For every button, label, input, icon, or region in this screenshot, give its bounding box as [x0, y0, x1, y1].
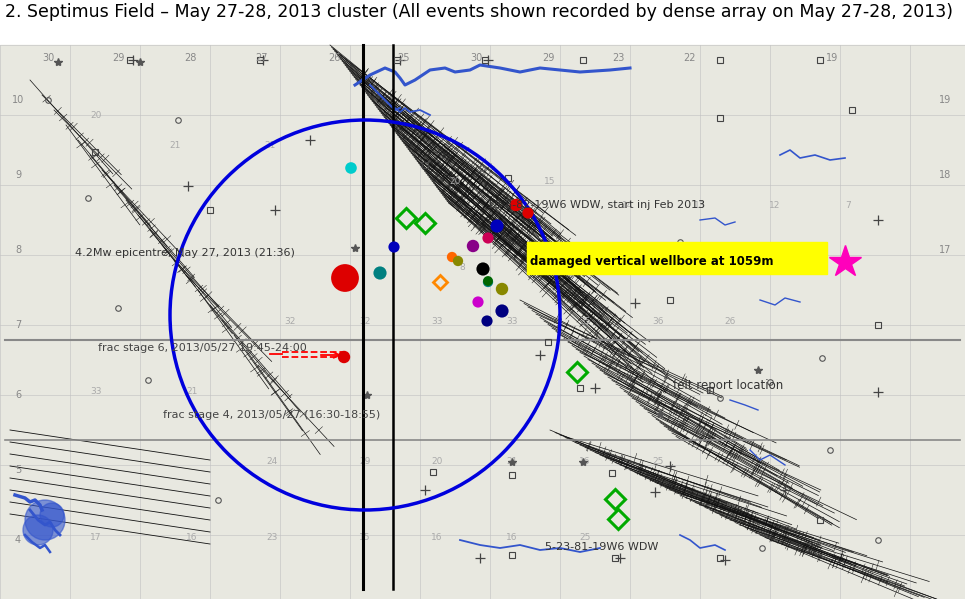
Text: 17: 17: [939, 245, 951, 255]
Circle shape: [23, 515, 53, 545]
Text: 12: 12: [769, 201, 781, 210]
Point: [509, 200, 524, 210]
Text: 11: 11: [537, 264, 548, 273]
Text: 19: 19: [826, 53, 839, 63]
Text: 16: 16: [186, 534, 198, 543]
Text: 21: 21: [264, 141, 276, 150]
Text: 15: 15: [359, 534, 371, 543]
Text: 26: 26: [328, 53, 341, 63]
Text: 9: 9: [14, 170, 21, 180]
Bar: [0, 0, 965, 45]
Point: [494, 306, 510, 316]
Text: damaged vertical wellbore at 1059m: damaged vertical wellbore at 1059m: [530, 256, 774, 268]
Point: [344, 163, 359, 173]
Text: 14: 14: [622, 201, 634, 210]
Text: 33: 33: [431, 317, 443, 326]
Text: 24: 24: [266, 458, 278, 467]
Text: 28: 28: [183, 53, 196, 63]
Text: 6: 6: [14, 390, 21, 400]
Point: [336, 352, 351, 362]
Text: 21: 21: [507, 458, 517, 467]
Point: [451, 256, 466, 266]
Text: 16: 16: [507, 534, 518, 543]
Text: 21: 21: [186, 388, 198, 397]
Point: [480, 316, 495, 326]
Text: 17: 17: [91, 534, 101, 543]
Text: 30: 30: [470, 53, 482, 63]
Text: frac stage 4, 2013/05/27 (16:30-18:55): frac stage 4, 2013/05/27 (16:30-18:55): [163, 410, 380, 420]
Point: [476, 264, 491, 274]
Text: 32: 32: [359, 317, 371, 326]
Text: 22: 22: [684, 53, 697, 63]
Circle shape: [40, 503, 64, 527]
Text: 4: 4: [14, 535, 21, 545]
Text: 29: 29: [541, 53, 554, 63]
Text: 20: 20: [431, 458, 443, 467]
Point: [489, 221, 505, 231]
Point: [481, 277, 496, 287]
Text: 13: 13: [694, 201, 705, 210]
Text: 25: 25: [398, 53, 410, 63]
Text: 2: 2: [692, 264, 698, 273]
Text: 36: 36: [652, 317, 664, 326]
Text: 21: 21: [169, 141, 180, 150]
Text: 8: 8: [14, 245, 21, 255]
Text: 19: 19: [939, 95, 951, 105]
Text: 20: 20: [450, 177, 460, 186]
Text: 12: 12: [613, 264, 623, 273]
Bar: [527, 242, 827, 274]
Point: [386, 242, 401, 252]
Text: 32: 32: [285, 317, 295, 326]
Text: 25: 25: [652, 458, 664, 467]
Text: 35: 35: [579, 317, 591, 326]
Text: felt report location: felt report location: [673, 379, 784, 392]
Point: [372, 268, 388, 278]
Text: 5: 5: [14, 465, 21, 475]
Text: 29: 29: [112, 53, 124, 63]
Text: 15: 15: [544, 177, 556, 186]
Text: 30: 30: [41, 53, 54, 63]
Text: 7: 7: [14, 320, 21, 330]
Point: [444, 252, 459, 262]
Text: 18: 18: [939, 170, 951, 180]
Text: 20: 20: [91, 110, 101, 119]
Text: 26: 26: [725, 317, 735, 326]
Text: 29: 29: [359, 458, 371, 467]
Text: 16: 16: [579, 458, 591, 467]
Text: 33: 33: [91, 388, 101, 397]
Text: 33: 33: [507, 317, 518, 326]
Text: 10: 10: [12, 95, 24, 105]
Point: [494, 284, 510, 294]
Text: frac stage 6, 2013/05/27 19:45-24:00: frac stage 6, 2013/05/27 19:45-24:00: [98, 343, 307, 353]
Text: 23: 23: [266, 534, 278, 543]
Text: 2. Septimus Field – May 27-28, 2013 cluster (All events shown recorded by dense : 2. Septimus Field – May 27-28, 2013 clus…: [5, 3, 953, 21]
Text: 25: 25: [579, 534, 591, 543]
Text: 27: 27: [256, 53, 268, 63]
Text: 23: 23: [612, 53, 624, 63]
Text: 16: 16: [431, 534, 443, 543]
Point: [470, 297, 485, 307]
Text: 13-8-82-19W6 WDW, start inj Feb 2013: 13-8-82-19W6 WDW, start inj Feb 2013: [487, 200, 705, 210]
Point: [465, 241, 481, 251]
Point: [481, 276, 496, 286]
Point: [481, 233, 496, 243]
Circle shape: [25, 500, 65, 540]
Text: 5-23-81-19W6 WDW: 5-23-81-19W6 WDW: [545, 542, 658, 552]
Point: [520, 208, 536, 218]
Text: 4.2Mw epicentre, May 27, 2013 (21:36): 4.2Mw epicentre, May 27, 2013 (21:36): [75, 248, 295, 258]
Text: 7: 7: [845, 201, 851, 210]
Point: [338, 273, 353, 283]
Text: 8: 8: [459, 264, 465, 273]
